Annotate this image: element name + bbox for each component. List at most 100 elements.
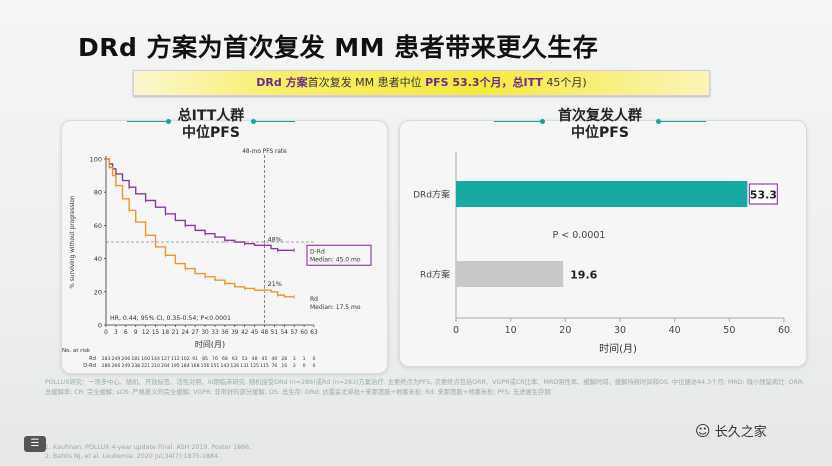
x-tick-label: 40: [669, 325, 681, 336]
risk-value: 195: [171, 363, 180, 368]
y-tick-label: 40: [94, 255, 102, 263]
risk-value: 160: [141, 356, 150, 362]
risk-value: 63: [232, 356, 238, 362]
rate-label-d-rd: 48%: [267, 235, 281, 243]
left-panel-title: 总ITT人群 中位PFS: [172, 108, 250, 142]
references: 1. Kaufman. POLLUX 4-year update Final. …: [45, 443, 251, 461]
risk-value: 53: [242, 356, 248, 362]
watermark: ☺ 长久之家: [695, 421, 767, 440]
rate-label-rd: 21%: [267, 280, 281, 288]
banner-text-2: 45个月): [542, 76, 587, 89]
footnote: POLLUX研究：一项多中心、随机、开放标签、活性对照、III期临床研究. 随机…: [45, 379, 805, 396]
x-tick-label: 42: [241, 330, 249, 336]
watermark-icon: ☺: [695, 422, 711, 440]
risk-value: 0: [303, 363, 306, 368]
risk-value: 102: [181, 356, 190, 362]
right-title-dot-right: [656, 119, 661, 124]
risk-value: 221: [141, 363, 150, 368]
risk-value: 3: [293, 363, 296, 368]
left-panel-title-line2: 中位PFS: [182, 125, 240, 141]
risk-value: 184: [181, 363, 190, 368]
x-axis-label: 时间(月): [195, 339, 225, 349]
left-title-dot: [166, 119, 171, 124]
x-tick-label: 9: [134, 330, 138, 336]
right-panel-title-line1: 首次复发人群: [558, 108, 642, 124]
right-title-line: [494, 121, 544, 122]
risk-value: 266: [112, 363, 121, 368]
reference-1: 1. Kaufman. POLLUX 4-year update Final. …: [45, 444, 252, 451]
y-tick-label: 0: [98, 322, 102, 330]
risk-value: 131: [240, 363, 249, 368]
value-box-drd: [748, 183, 778, 205]
risk-value: 144: [151, 356, 160, 362]
x-tick-label: 60: [778, 325, 790, 336]
right-panel-title-line2: 中位PFS: [571, 125, 629, 141]
menu-icon[interactable]: ☰: [24, 436, 46, 452]
x-tick-label: 45: [251, 330, 259, 336]
x-tick-label: 57: [290, 330, 298, 336]
bar-chart: 0 10 20 30 40 50 60 时间(月) DRd方案 53.3 Rd方案 19.6 P < 0…: [413, 152, 790, 355]
legend-drd-line2: Median: 45.0 mo: [310, 256, 361, 263]
x-tick-label: 30: [201, 330, 209, 336]
reference-label: 48-mo PFS rate: [242, 149, 287, 155]
y-tick-label: 20: [94, 288, 102, 296]
risk-value: 168: [191, 363, 200, 368]
y-tick-label: 80: [94, 189, 102, 197]
x-tick-label: 0: [453, 325, 459, 336]
x-axis-label: 时间(月): [599, 342, 637, 355]
right-panel: [399, 120, 807, 367]
risk-value: 112: [171, 356, 180, 362]
left-panel: [61, 120, 388, 374]
left-panel-title-line1: 总ITT人群: [177, 108, 245, 124]
legend-box-drd: [306, 244, 372, 266]
right-title-line-right: [656, 121, 706, 122]
risk-value: 28: [281, 356, 287, 362]
risk-value: 204: [161, 363, 170, 368]
category-label: DRd方案: [413, 189, 450, 201]
risk-value: 85: [202, 356, 208, 362]
y-tick-label: 100: [90, 156, 102, 164]
x-tick-label: 24: [182, 330, 190, 336]
risk-value: 68: [222, 356, 228, 362]
risk-row-name: Rd: [89, 356, 96, 362]
risk-value: 48: [252, 356, 258, 362]
risk-value: 238: [131, 363, 140, 368]
x-tick-label: 6: [124, 330, 128, 336]
y-tick-label: 60: [94, 222, 102, 230]
x-tick-label: 30: [614, 325, 626, 336]
left-title-line: [127, 121, 171, 122]
x-tick-label: 50: [723, 325, 735, 336]
slide-title: DRd 方案为首次复发 MM 患者带来更久生存: [78, 33, 599, 62]
risk-value: 0: [313, 363, 316, 368]
risk-value: 40: [271, 356, 277, 362]
reference-2: 2. Bahlis NJ, et al. Leukemia. 2020 Jul;…: [45, 453, 220, 460]
x-tick-label: 21: [172, 330, 180, 336]
x-tick-label: 15: [152, 330, 160, 336]
y-axis-label: % surviving without progression: [70, 195, 76, 289]
risk-value: 45: [262, 356, 268, 362]
x-tick-label: 48: [261, 330, 269, 336]
value-label: 19.6: [570, 269, 597, 282]
value-label: 53.3: [750, 189, 777, 202]
x-tick-label: 18: [162, 330, 170, 336]
x-tick-label: 33: [211, 330, 219, 336]
x-tick-label: 3: [114, 330, 118, 336]
category-label: Rd方案: [420, 269, 450, 281]
risk-value: 91: [192, 356, 198, 362]
x-tick-label: 63: [310, 330, 318, 336]
bar-drd: [456, 181, 748, 207]
risk-row-name: D-Rd: [83, 363, 96, 368]
summary-banner: DRd 方案首次复发 MM 患者中位 PFS 53.3个月，总ITT 45个月): [133, 70, 710, 96]
risk-value: 143: [220, 363, 229, 368]
watermark-text: 长久之家: [714, 425, 767, 440]
x-tick-label: 54: [281, 330, 289, 336]
x-tick-label: 27: [191, 330, 199, 336]
bar-rd: [456, 261, 564, 287]
km-curve-d-rd: [106, 158, 295, 251]
risk-value: 3: [293, 356, 296, 362]
risk-value: 206: [121, 356, 130, 362]
x-tick-label: 60: [300, 330, 308, 336]
risk-value: 151: [211, 363, 220, 368]
risk-value: 210: [151, 363, 160, 368]
